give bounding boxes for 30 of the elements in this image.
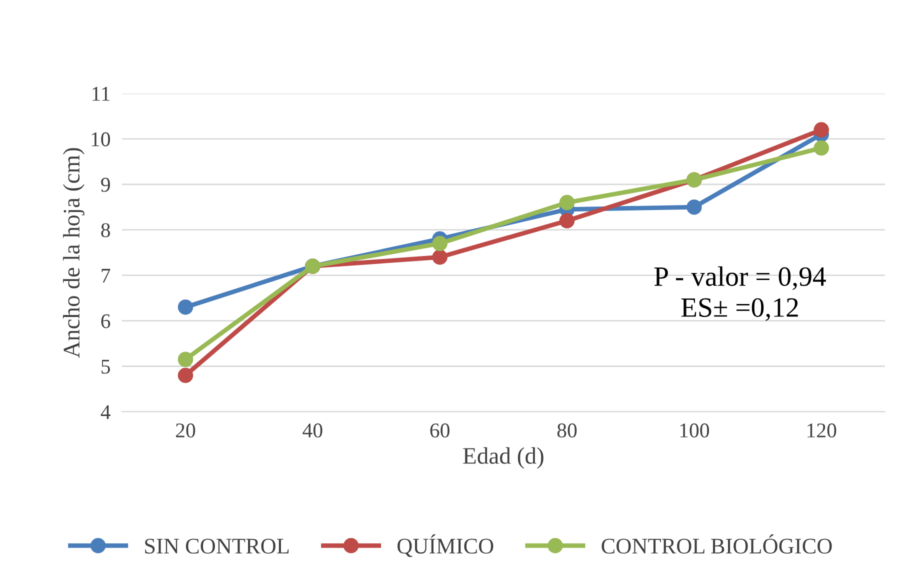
x-tick-label: 40 [302, 423, 322, 438]
point [178, 300, 194, 315]
point [814, 122, 829, 138]
point [814, 140, 829, 156]
legend-label: QUÍMICO [398, 534, 494, 558]
y-tick-label: 8 [101, 223, 110, 238]
y-tick-label: 6 [101, 314, 110, 328]
y-tick-label: 5 [102, 360, 110, 374]
annotation: P - valor = 0,94 ES± =0,12 [654, 266, 826, 321]
point [686, 199, 702, 215]
point [432, 249, 448, 265]
y-tick-label: 4 [100, 405, 110, 419]
y-tick-label: 11 [92, 86, 110, 101]
point [178, 368, 194, 383]
point [559, 194, 575, 210]
point [178, 352, 194, 368]
x-tick-label: 20 [176, 423, 196, 438]
point [559, 213, 575, 228]
x-tick-label: 100 [680, 423, 710, 438]
point [432, 236, 448, 252]
y-axis-title: Ancho de la hoja (cm) [62, 148, 84, 358]
x-tick-label: 120 [808, 423, 836, 438]
legend-label: SIN CONTROL [145, 538, 289, 554]
y-tick-label: 10 [92, 132, 110, 146]
y-tick-label: 9 [101, 178, 110, 192]
x-axis-title: Edad (d) [463, 447, 544, 469]
legend-label: CONTROL BIOLÓGICO [602, 534, 832, 554]
y-tick-label: 7 [102, 268, 110, 283]
x-tick-label: 60 [430, 423, 450, 438]
x-tick-label: 80 [557, 423, 577, 438]
